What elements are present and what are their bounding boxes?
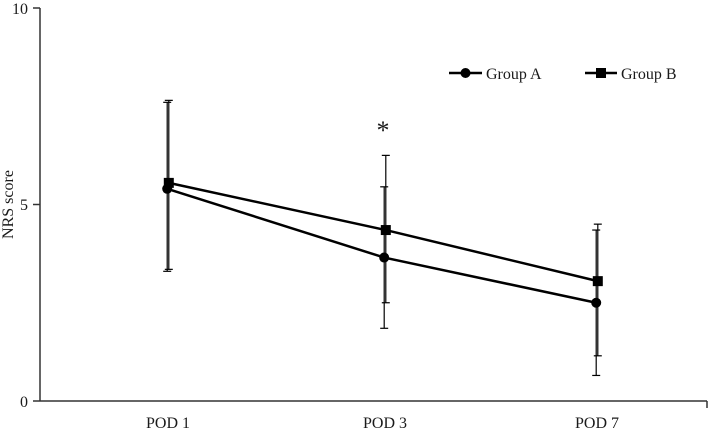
y-tick-label: 5 — [20, 197, 28, 214]
x-tick-label: POD 3 — [363, 415, 407, 432]
y-axis: 0 5 10 NRS score — [0, 1, 41, 411]
legend-marker-circle — [460, 68, 471, 78]
series-line-group-a — [166, 187, 597, 304]
x-axis: POD 1 POD 3 POD 7 — [40, 400, 708, 432]
data-point-group-b — [592, 276, 603, 287]
data-point-group-b — [163, 177, 174, 188]
significance-asterisk: * — [377, 116, 390, 145]
legend-label-group-b: Group B — [621, 66, 677, 83]
legend-item-group-b: Group B — [585, 66, 677, 83]
legend-item-group-a: Group A — [449, 66, 542, 83]
x-tick-label: POD 1 — [146, 415, 190, 432]
y-axis-title: NRS score — [0, 170, 17, 239]
plot-area — [162, 99, 603, 377]
legend-label-group-a: Group A — [486, 66, 542, 83]
data-point-group-a — [379, 252, 390, 263]
legend: Group A Group B — [449, 66, 677, 83]
data-point-group-a — [591, 297, 602, 308]
x-tick-label: POD 7 — [575, 415, 619, 432]
y-tick-label: 10 — [12, 1, 28, 18]
legend-marker-square — [596, 68, 606, 78]
y-tick-label: 0 — [20, 394, 28, 411]
data-point-group-b — [380, 225, 391, 236]
